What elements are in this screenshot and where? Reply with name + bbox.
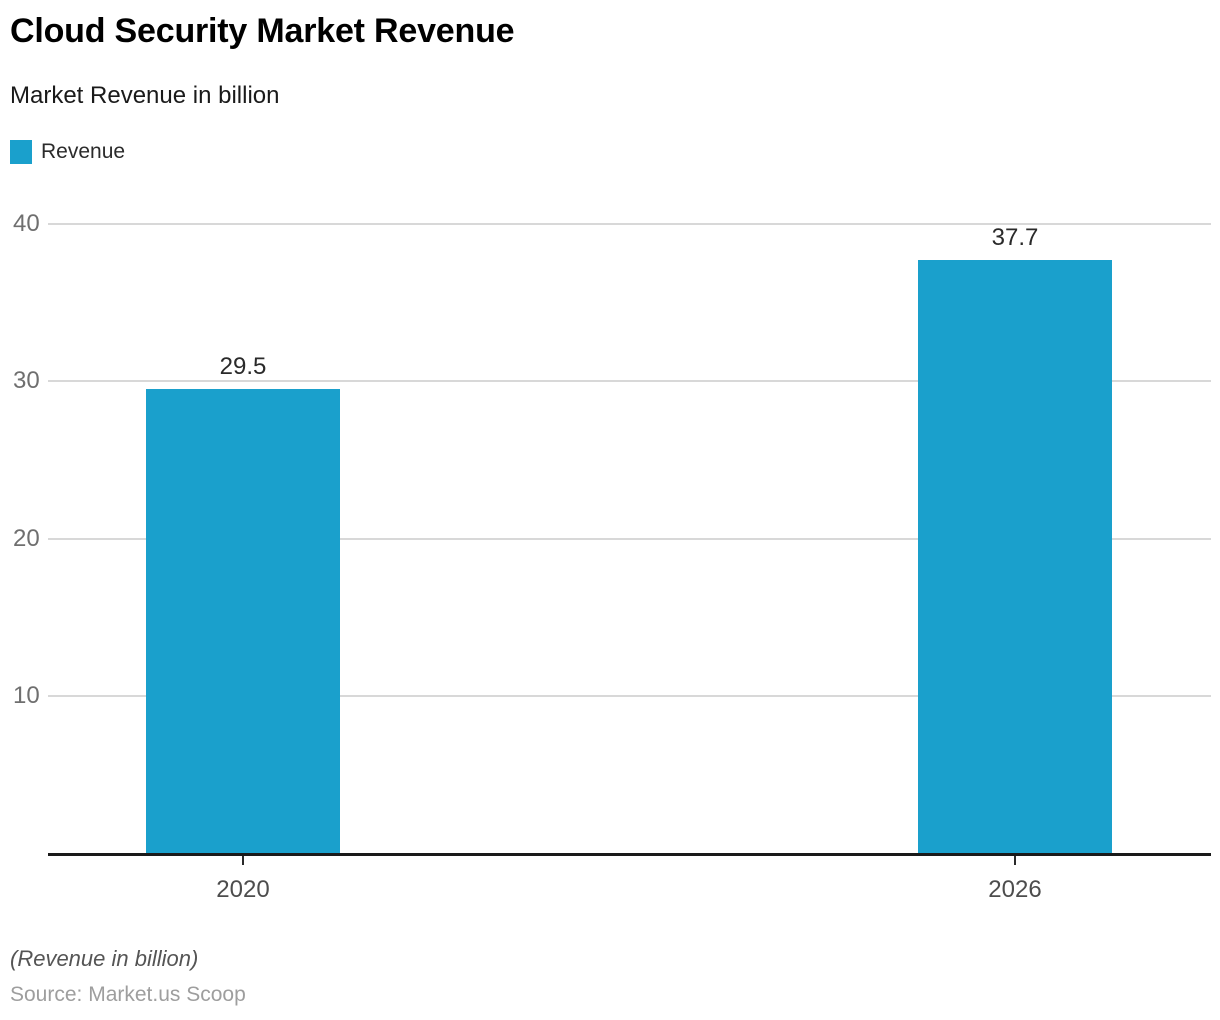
y-axis-tick-label-20: 20 xyxy=(13,524,40,552)
x-axis-label-2020: 2020 xyxy=(216,876,270,903)
bar-2020 xyxy=(146,389,340,853)
chart-title: Cloud Security Market Revenue xyxy=(10,12,515,50)
y-axis-tick-label-40: 40 xyxy=(13,210,40,237)
gridline-20 xyxy=(48,537,1211,540)
y-axis-tick-label-10: 10 xyxy=(13,681,40,709)
y-axis-tick-label-30: 30 xyxy=(13,367,40,395)
x-axis-tick-2020 xyxy=(242,856,244,865)
legend-swatch-icon xyxy=(10,140,32,164)
source-line: Source: Market.us Scoop xyxy=(10,983,246,1006)
legend-label: Revenue xyxy=(41,140,126,163)
bar-2026 xyxy=(918,260,1112,853)
bar-value-label-2020: 29.5 xyxy=(219,353,267,381)
chart-subtitle: Market Revenue in billion xyxy=(10,82,280,109)
bar-value-label-2026: 37.7 xyxy=(991,224,1039,252)
legend: Revenue xyxy=(10,140,125,164)
gridline-40 xyxy=(48,223,1211,225)
gridline-10 xyxy=(48,694,1211,697)
x-axis-line xyxy=(48,853,1211,856)
x-axis-tick-2026 xyxy=(1014,856,1016,865)
x-axis-label-2026: 2026 xyxy=(988,876,1042,903)
footnote: (Revenue in billion) xyxy=(10,946,199,971)
gridline-30 xyxy=(48,380,1211,383)
